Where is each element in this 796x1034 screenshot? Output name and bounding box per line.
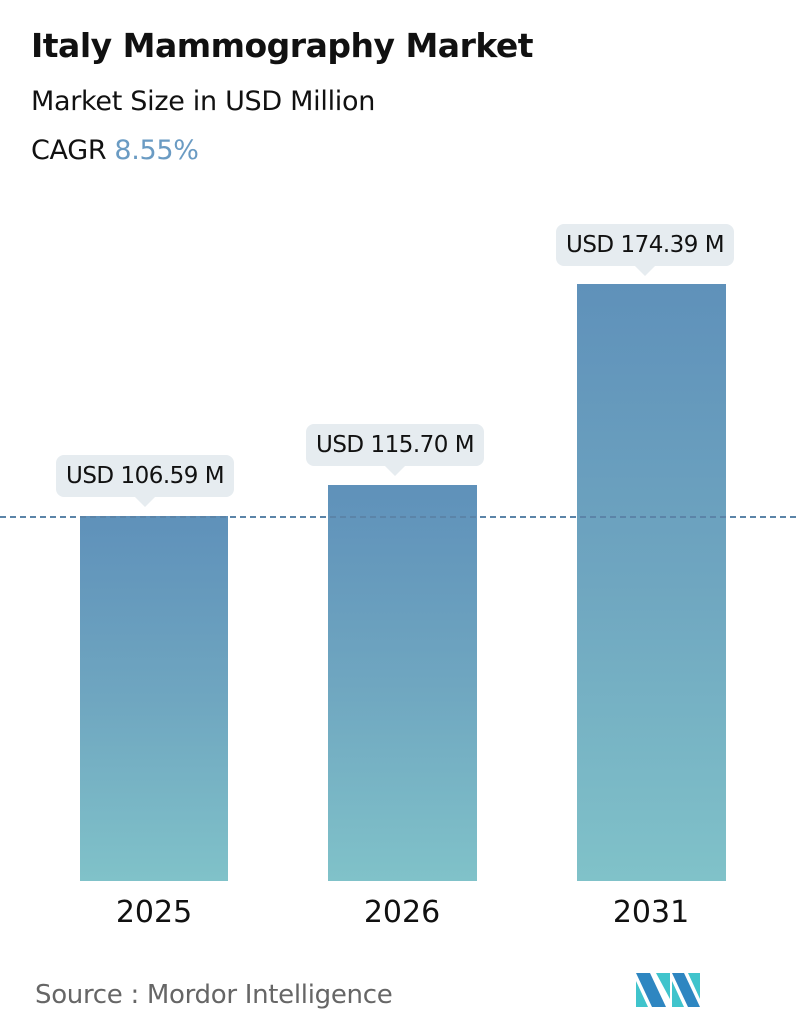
x-tick-2025: 2025 <box>115 895 193 930</box>
bar-2026 <box>328 485 477 881</box>
mordor-intelligence-logo-icon <box>636 973 700 1007</box>
chart-subtitle: Market Size in USD Million <box>31 86 376 117</box>
reference-dashed-line <box>0 516 796 518</box>
data-label-2026: USD 115.70 M <box>306 424 485 476</box>
bar-2025 <box>80 516 228 881</box>
chart-title: Italy Mammography Market <box>31 26 534 65</box>
x-tick-2026: 2026 <box>363 895 441 930</box>
source-text: Source : Mordor Intelligence <box>35 980 393 1010</box>
x-tick-2031: 2031 <box>612 895 690 930</box>
cagr-label: CAGR <box>31 135 107 166</box>
bar-2031 <box>577 284 726 881</box>
cagr-value: 8.55% <box>114 135 199 166</box>
cagr: CAGR 8.55% <box>31 135 199 166</box>
data-label-2025: USD 106.59 M <box>56 455 235 507</box>
data-label-2031: USD 174.39 M <box>556 224 735 276</box>
